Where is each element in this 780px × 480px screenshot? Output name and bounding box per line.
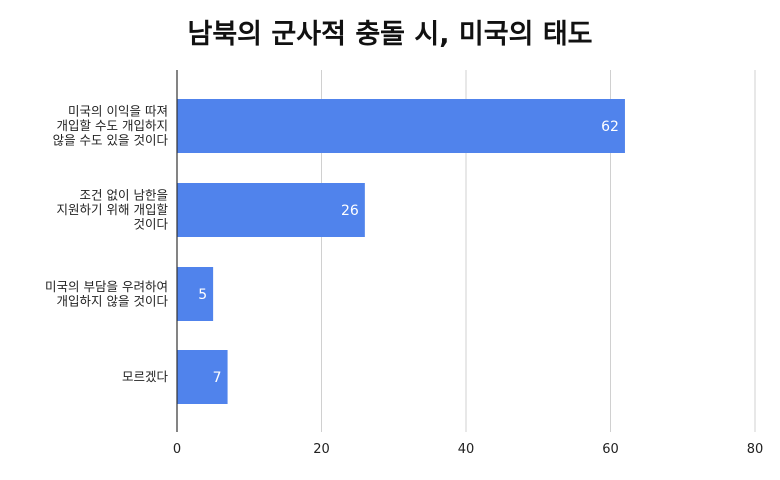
category-label-3-0: 모르겠다 [122,369,169,384]
category-label-0-2: 않을 수도 있을 것이다 [53,133,169,148]
category-label-1-0: 조건 없이 남한을 [80,188,168,203]
category-label-0-0: 미국의 이익을 따져 [68,104,168,119]
data-label-0: 62 [601,119,619,135]
x-tick-label-20: 20 [313,442,330,457]
category-label-1-2: 것이다 [133,217,168,232]
bar-1 [177,183,365,237]
bar-3 [177,350,228,404]
data-label-2: 5 [198,287,207,303]
bar-0 [177,99,625,153]
x-tick-label-0: 0 [173,442,181,457]
x-tick-label-40: 40 [458,442,475,457]
chart-title: 남북의 군사적 충돌 시, 미국의 태도 [187,19,593,50]
x-tick-label-80: 80 [747,442,764,457]
category-label-0-1: 개입할 수도 개입하지 [57,118,168,133]
x-tick-label-60: 60 [602,442,619,457]
category-label-1-1: 지원하기 위해 개입할 [57,202,169,217]
category-label-2-0: 미국의 부담을 우려하여 [45,279,168,294]
data-label-1: 26 [341,203,359,219]
data-label-3: 7 [213,370,222,386]
category-label-2-1: 개입하지 않을 것이다 [57,293,169,308]
bar-2 [177,267,214,321]
